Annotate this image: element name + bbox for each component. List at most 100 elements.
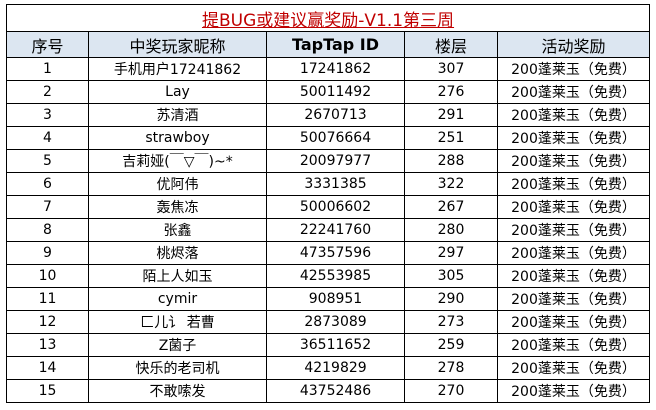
cell-floor: 307: [404, 57, 498, 81]
cell-floor: 291: [404, 103, 498, 127]
cell-taptap-id: 42553985: [266, 264, 405, 288]
table-row: 12 匚儿讠 若曹 2873089 273 200蓬莱玉（免费）: [6, 310, 651, 334]
table-row: 7 轰焦冻 50006602 267 200蓬莱玉（免费）: [6, 195, 651, 219]
table-row: 9 桃烬落 47357596 297 200蓬莱玉（免费）: [6, 241, 651, 265]
cell-taptap-id: 908951: [266, 287, 405, 311]
cell-index: 5: [6, 149, 89, 173]
cell-player: 陌上人如玉: [88, 264, 267, 288]
cell-floor: 259: [404, 333, 498, 357]
table-row: 15 不敢嗦发 43752486 270 200蓬莱玉（免费）: [6, 379, 651, 403]
cell-floor: 276: [404, 80, 498, 104]
table-row: 4 strawboy 50076664 251 200蓬莱玉（免费）: [6, 126, 651, 150]
cell-taptap-id: 50011492: [266, 80, 405, 104]
cell-index: 14: [6, 356, 89, 380]
cell-floor: 273: [404, 310, 498, 334]
cell-player: 苏清酒: [88, 103, 267, 127]
cell-taptap-id: 2670713: [266, 103, 405, 127]
table-row: 3 苏清酒 2670713 291 200蓬莱玉（免费）: [6, 103, 651, 127]
cell-player: strawboy: [88, 126, 267, 150]
cell-reward: 200蓬莱玉（免费）: [496, 57, 651, 81]
cell-reward: 200蓬莱玉（免费）: [496, 264, 651, 288]
cell-reward: 200蓬莱玉（免费）: [496, 172, 651, 196]
cell-player: 不敢嗦发: [88, 379, 267, 403]
cell-taptap-id: 22241760: [266, 218, 405, 242]
winners-table: 提BUG或建议赢奖励-V1.1第三周 序号 中奖玩家昵称 TapTap ID 楼…: [5, 4, 651, 403]
cell-index: 4: [6, 126, 89, 150]
cell-player: 匚儿讠 若曹: [88, 310, 267, 334]
winners-sheet: 提BUG或建议赢奖励-V1.1第三周 序号 中奖玩家昵称 TapTap ID 楼…: [5, 4, 651, 403]
cell-reward: 200蓬莱玉（免费）: [496, 149, 651, 173]
cell-floor: 278: [404, 356, 498, 380]
cell-reward: 200蓬莱玉（免费）: [496, 310, 651, 334]
table-row: 5 吉莉娅(￣▽￣)~* 20097977 288 200蓬莱玉（免费）: [6, 149, 651, 173]
cell-floor: 290: [404, 287, 498, 311]
sheet-title: 提BUG或建议赢奖励-V1.1第三周: [5, 4, 651, 32]
header-index: 序号: [6, 31, 89, 58]
table-row: 8 张鑫 22241760 280 200蓬莱玉（免费）: [6, 218, 651, 242]
cell-reward: 200蓬莱玉（免费）: [496, 287, 651, 311]
cell-index: 12: [6, 310, 89, 334]
table-row: 10 陌上人如玉 42553985 305 200蓬莱玉（免费）: [6, 264, 651, 288]
cell-floor: 288: [404, 149, 498, 173]
cell-player: Lay: [88, 80, 267, 104]
cell-reward: 200蓬莱玉（免费）: [496, 241, 651, 265]
cell-taptap-id: 20097977: [266, 149, 405, 173]
cell-player: cymir: [88, 287, 267, 311]
cell-reward: 200蓬莱玉（免费）: [496, 80, 651, 104]
cell-reward: 200蓬莱玉（免费）: [496, 103, 651, 127]
cell-floor: 297: [404, 241, 498, 265]
cell-floor: 322: [404, 172, 498, 196]
cell-index: 13: [6, 333, 89, 357]
cell-player: 轰焦冻: [88, 195, 267, 219]
table-row: 13 Z菌子 36511652 259 200蓬莱玉（免费）: [6, 333, 651, 357]
cell-player: 快乐的老司机: [88, 356, 267, 380]
table-row: 14 快乐的老司机 4219829 278 200蓬莱玉（免费）: [6, 356, 651, 380]
cell-floor: 267: [404, 195, 498, 219]
cell-taptap-id: 50076664: [266, 126, 405, 150]
cell-taptap-id: 17241862: [266, 57, 405, 81]
cell-index: 6: [6, 172, 89, 196]
cell-index: 2: [6, 80, 89, 104]
cell-floor: 280: [404, 218, 498, 242]
cell-taptap-id: 47357596: [266, 241, 405, 265]
header-floor: 楼层: [404, 31, 498, 58]
table-row: 11 cymir 908951 290 200蓬莱玉（免费）: [6, 287, 651, 311]
cell-index: 7: [6, 195, 89, 219]
cell-taptap-id: 4219829: [266, 356, 405, 380]
cell-index: 8: [6, 218, 89, 242]
cell-reward: 200蓬莱玉（免费）: [496, 356, 651, 380]
cell-floor: 251: [404, 126, 498, 150]
cell-index: 11: [6, 287, 89, 311]
table-body: 1 手机用户17241862 17241862 307 200蓬莱玉（免费） 2 Lay 50…: [6, 57, 651, 403]
header-player: 中奖玩家昵称: [88, 31, 267, 58]
cell-index: 3: [6, 103, 89, 127]
title-row: 提BUG或建议赢奖励-V1.1第三周: [5, 4, 651, 32]
cell-index: 10: [6, 264, 89, 288]
cell-taptap-id: 3331385: [266, 172, 405, 196]
header-reward: 活动奖励: [496, 31, 651, 58]
table-row: 1 手机用户17241862 17241862 307 200蓬莱玉（免费）: [6, 57, 651, 81]
cell-reward: 200蓬莱玉（免费）: [496, 218, 651, 242]
table-row: 6 优阿伟 3331385 322 200蓬莱玉（免费）: [6, 172, 651, 196]
header-row: 序号 中奖玩家昵称 TapTap ID 楼层 活动奖励: [6, 31, 651, 58]
cell-taptap-id: 2873089: [266, 310, 405, 334]
cell-taptap-id: 43752486: [266, 379, 405, 403]
cell-reward: 200蓬莱玉（免费）: [496, 379, 651, 403]
cell-reward: 200蓬莱玉（免费）: [496, 126, 651, 150]
table-row: 2 Lay 50011492 276 200蓬莱玉（免费）: [6, 80, 651, 104]
header-taptap-id: TapTap ID: [266, 31, 405, 58]
cell-index: 9: [6, 241, 89, 265]
cell-taptap-id: 36511652: [266, 333, 405, 357]
cell-reward: 200蓬莱玉（免费）: [496, 333, 651, 357]
cell-player: Z菌子: [88, 333, 267, 357]
cell-player: 优阿伟: [88, 172, 267, 196]
cell-index: 1: [6, 57, 89, 81]
cell-floor: 305: [404, 264, 498, 288]
cell-floor: 270: [404, 379, 498, 403]
cell-reward: 200蓬莱玉（免费）: [496, 195, 651, 219]
cell-player: 张鑫: [88, 218, 267, 242]
cell-player: 桃烬落: [88, 241, 267, 265]
cell-index: 15: [6, 379, 89, 403]
cell-taptap-id: 50006602: [266, 195, 405, 219]
cell-player: 手机用户17241862: [88, 57, 267, 81]
